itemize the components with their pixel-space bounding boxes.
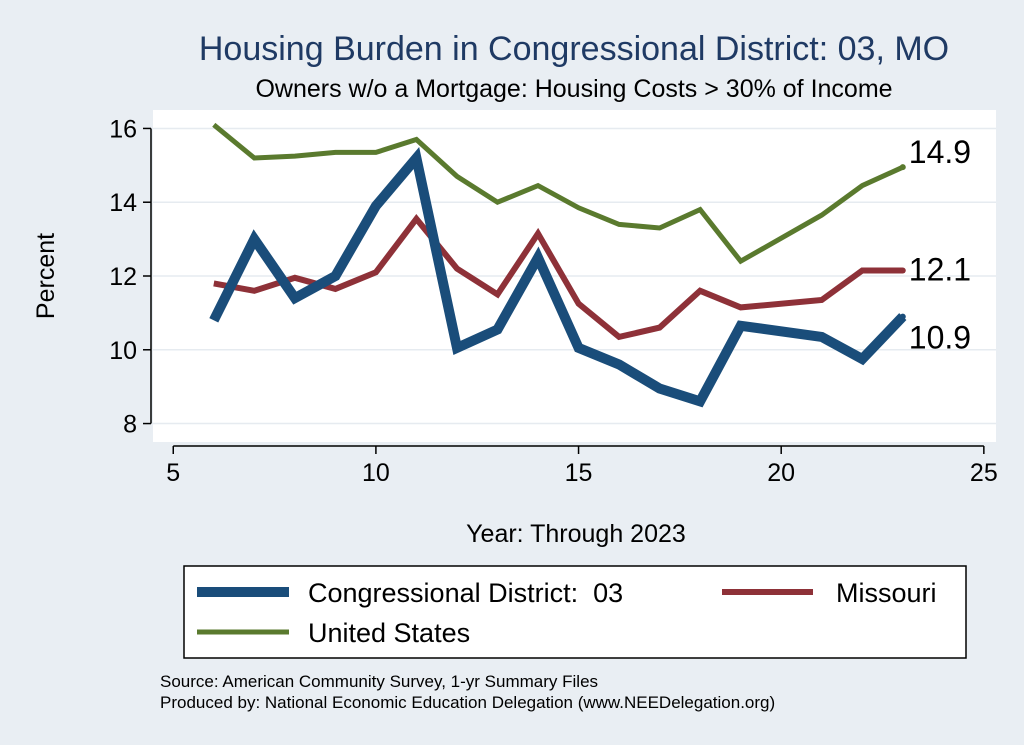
x-tick-label-20: 20 bbox=[767, 459, 795, 487]
producer-note: Produced by: National Economic Education… bbox=[160, 693, 775, 712]
x-tick-label-5: 5 bbox=[166, 459, 180, 487]
end-label-united-states: 14.9 bbox=[909, 134, 971, 170]
x-tick-label-10: 10 bbox=[362, 459, 390, 487]
legend-box bbox=[183, 565, 967, 659]
chart-subtitle: Owners w/o a Mortgage: Housing Costs > 3… bbox=[255, 75, 892, 103]
end-point-missouri bbox=[899, 267, 906, 274]
legend-label-missouri: Missouri bbox=[836, 578, 937, 608]
end-labels: 10.9 12.1 14.9 bbox=[899, 134, 971, 356]
x-axis-label: Year: Through 2023 bbox=[466, 520, 686, 548]
x-tick-label-25: 25 bbox=[970, 459, 998, 487]
legend-label-district: Congressional District: 03 bbox=[308, 578, 623, 608]
end-point-united-states bbox=[899, 164, 906, 171]
end-point-district bbox=[899, 313, 906, 320]
series-lines bbox=[209, 122, 907, 408]
x-tick-label-15: 15 bbox=[565, 459, 593, 487]
y-tick-label-12: 12 bbox=[109, 263, 137, 291]
y-tick-label-14: 14 bbox=[109, 189, 137, 217]
legend-label-united-states: United States bbox=[308, 618, 470, 648]
series-line-district bbox=[209, 146, 907, 408]
y-axis-label: Percent bbox=[32, 233, 60, 319]
axes: 8 10 12 14 16 5 10 15 20 25 bbox=[109, 115, 998, 487]
y-tick-label-16: 16 bbox=[109, 115, 137, 143]
end-label-missouri: 12.1 bbox=[909, 251, 971, 287]
series-line-united-states bbox=[212, 122, 904, 265]
legend: Congressional District: 03 Missouri Unit… bbox=[183, 565, 967, 659]
y-tick-label-8: 8 bbox=[123, 411, 137, 439]
end-label-district: 10.9 bbox=[909, 320, 971, 356]
chart-title: Housing Burden in Congressional District… bbox=[199, 30, 949, 68]
y-tick-label-10: 10 bbox=[109, 337, 137, 365]
source-note: Source: American Community Survey, 1-yr … bbox=[160, 672, 598, 691]
